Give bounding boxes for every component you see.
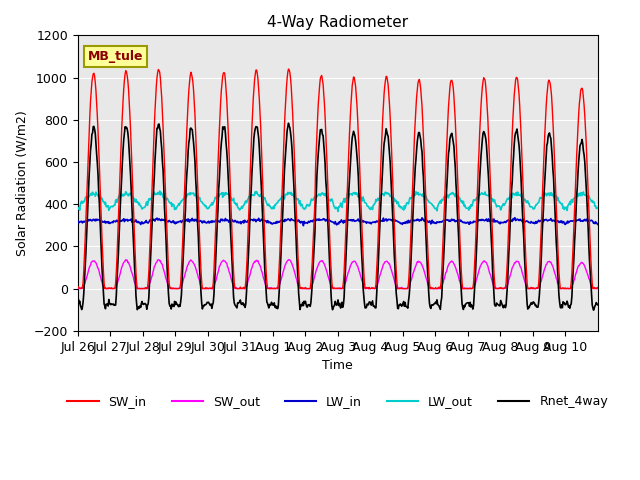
X-axis label: Time: Time [323,359,353,372]
Text: MB_tule: MB_tule [88,50,143,63]
Legend: SW_in, SW_out, LW_in, LW_out, Rnet_4way: SW_in, SW_out, LW_in, LW_out, Rnet_4way [62,390,613,413]
Y-axis label: Solar Radiation (W/m2): Solar Radiation (W/m2) [15,110,28,256]
Title: 4-Way Radiometer: 4-Way Radiometer [267,15,408,30]
